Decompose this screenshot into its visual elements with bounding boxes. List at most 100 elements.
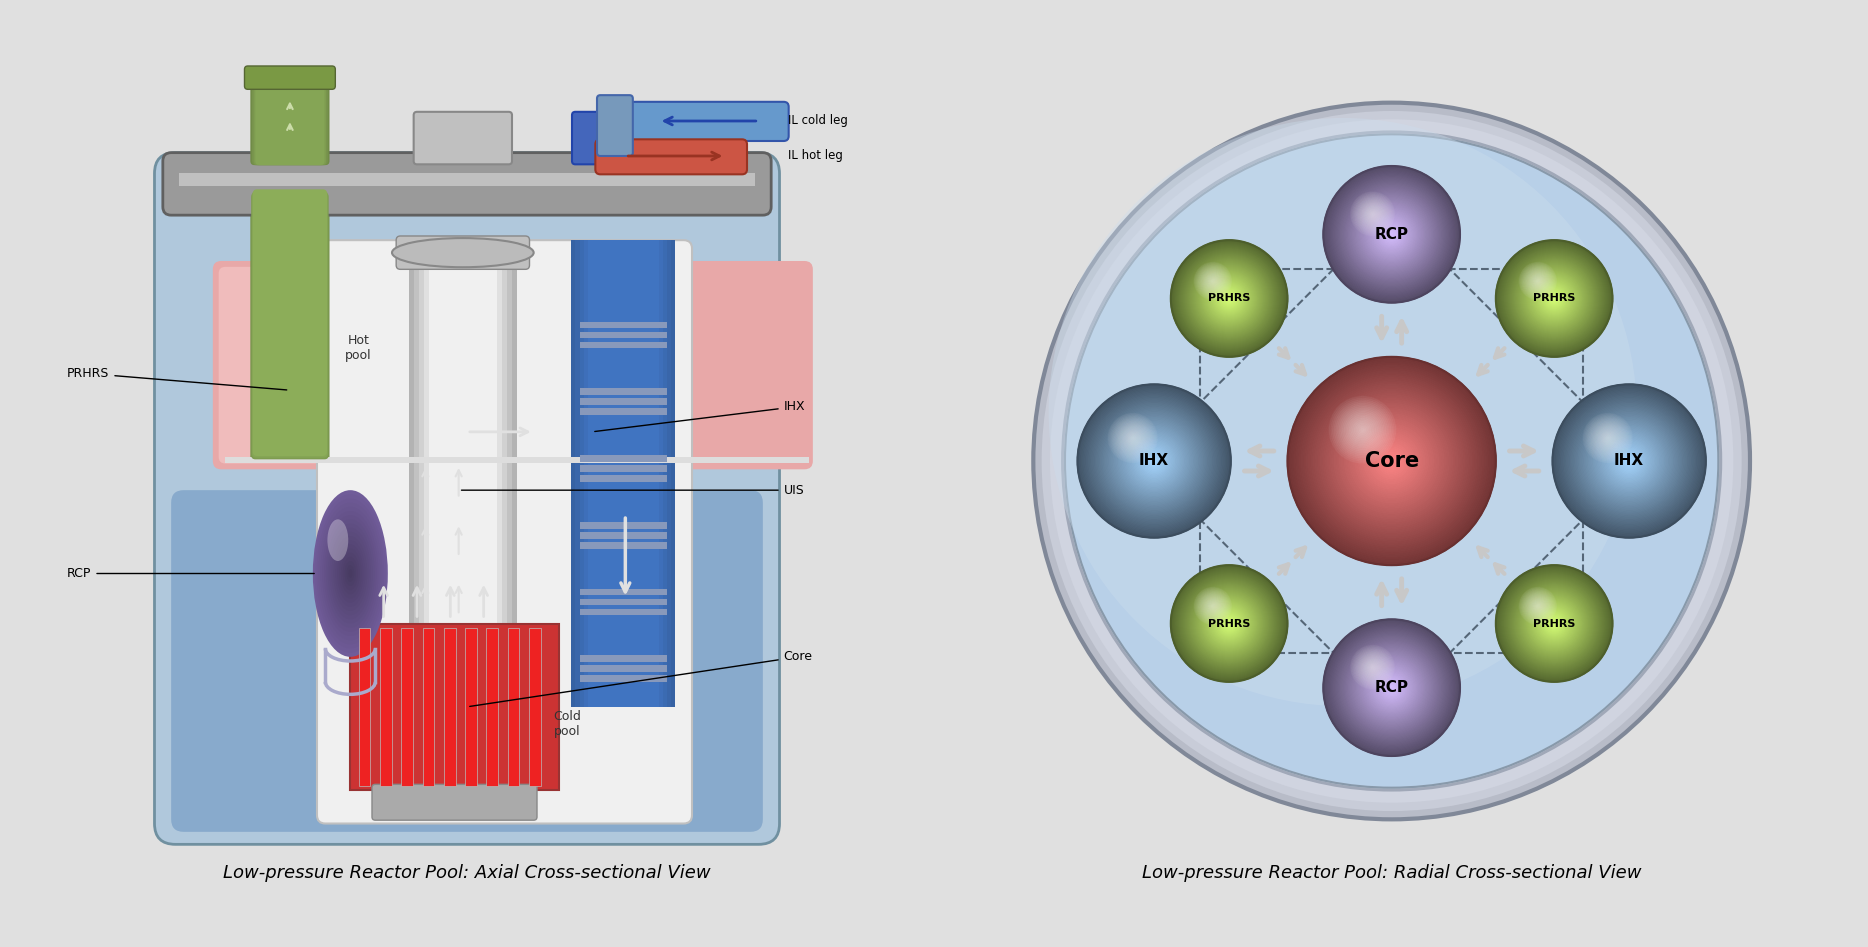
Circle shape <box>1550 295 1558 302</box>
Circle shape <box>1311 381 1472 541</box>
Circle shape <box>1513 258 1595 339</box>
Circle shape <box>1351 647 1433 728</box>
Circle shape <box>1117 424 1192 498</box>
Circle shape <box>1295 364 1489 558</box>
Circle shape <box>1334 630 1450 745</box>
Circle shape <box>1507 577 1601 670</box>
FancyBboxPatch shape <box>163 152 771 215</box>
Circle shape <box>1515 259 1593 337</box>
Circle shape <box>1330 172 1453 295</box>
Circle shape <box>1621 454 1636 469</box>
Circle shape <box>1222 292 1237 305</box>
Circle shape <box>1345 641 1438 734</box>
Circle shape <box>1506 250 1603 348</box>
Circle shape <box>1143 450 1166 473</box>
FancyBboxPatch shape <box>598 95 633 156</box>
Circle shape <box>1190 259 1268 338</box>
Circle shape <box>1373 215 1410 254</box>
Circle shape <box>1386 682 1397 693</box>
Circle shape <box>1224 293 1235 304</box>
Circle shape <box>1212 607 1246 640</box>
Ellipse shape <box>346 561 357 586</box>
Circle shape <box>1115 421 1194 501</box>
Circle shape <box>1500 570 1608 677</box>
Circle shape <box>1210 605 1248 642</box>
Circle shape <box>1377 445 1407 476</box>
Ellipse shape <box>349 569 353 578</box>
Bar <box>402 628 413 786</box>
Circle shape <box>1218 612 1240 635</box>
Circle shape <box>1358 654 1425 721</box>
Circle shape <box>1214 283 1244 314</box>
Circle shape <box>1584 417 1674 506</box>
Circle shape <box>1506 575 1603 672</box>
Circle shape <box>1194 263 1265 333</box>
Circle shape <box>1345 414 1438 508</box>
Circle shape <box>1534 602 1575 645</box>
Circle shape <box>1102 410 1205 512</box>
Circle shape <box>1182 576 1278 671</box>
Text: PRHRS: PRHRS <box>1534 618 1575 629</box>
Ellipse shape <box>327 524 374 623</box>
Circle shape <box>1358 653 1425 722</box>
Circle shape <box>1179 574 1280 673</box>
Bar <box>418 265 506 673</box>
Circle shape <box>1603 434 1657 488</box>
Circle shape <box>1351 193 1433 276</box>
Circle shape <box>1388 683 1395 692</box>
Circle shape <box>1068 137 1715 784</box>
Circle shape <box>1306 376 1478 546</box>
Circle shape <box>1132 438 1177 484</box>
Circle shape <box>1522 592 1586 655</box>
Circle shape <box>1352 421 1431 501</box>
Circle shape <box>1352 649 1431 726</box>
Circle shape <box>1220 614 1238 634</box>
Circle shape <box>1119 425 1190 497</box>
Circle shape <box>1188 581 1270 666</box>
Circle shape <box>1541 286 1567 312</box>
Circle shape <box>1209 602 1250 645</box>
Circle shape <box>1377 220 1407 249</box>
Circle shape <box>1564 396 1694 527</box>
Circle shape <box>1123 429 1186 493</box>
Circle shape <box>1203 598 1255 650</box>
Circle shape <box>1519 262 1590 334</box>
Circle shape <box>1382 225 1401 243</box>
Circle shape <box>1089 396 1220 527</box>
Circle shape <box>1065 134 1719 788</box>
Circle shape <box>1358 428 1425 494</box>
Circle shape <box>1330 399 1453 524</box>
Circle shape <box>1308 378 1476 545</box>
Circle shape <box>1171 241 1287 356</box>
Circle shape <box>1201 271 1257 326</box>
Bar <box>579 331 667 338</box>
Circle shape <box>1500 245 1608 352</box>
Circle shape <box>1218 287 1240 311</box>
Circle shape <box>1334 403 1450 518</box>
Circle shape <box>1567 399 1692 524</box>
Circle shape <box>1532 276 1577 322</box>
Circle shape <box>1364 433 1420 489</box>
Circle shape <box>1502 572 1606 675</box>
Circle shape <box>1091 397 1218 525</box>
Text: PRHRS: PRHRS <box>1534 294 1575 303</box>
Text: IL cold leg: IL cold leg <box>788 115 848 128</box>
Circle shape <box>1186 256 1272 341</box>
Circle shape <box>1375 670 1408 705</box>
Bar <box>579 588 667 595</box>
Circle shape <box>1298 367 1485 555</box>
Circle shape <box>1326 169 1457 300</box>
Circle shape <box>1524 268 1584 329</box>
Circle shape <box>1517 586 1592 660</box>
Circle shape <box>1349 192 1435 277</box>
Circle shape <box>1337 180 1446 289</box>
Circle shape <box>1535 280 1573 317</box>
Circle shape <box>1550 295 1558 301</box>
Circle shape <box>1339 182 1444 287</box>
FancyBboxPatch shape <box>252 191 327 457</box>
Bar <box>579 609 667 616</box>
Circle shape <box>1097 403 1212 519</box>
Circle shape <box>1330 626 1453 749</box>
Circle shape <box>1196 264 1263 332</box>
Circle shape <box>1082 388 1227 534</box>
